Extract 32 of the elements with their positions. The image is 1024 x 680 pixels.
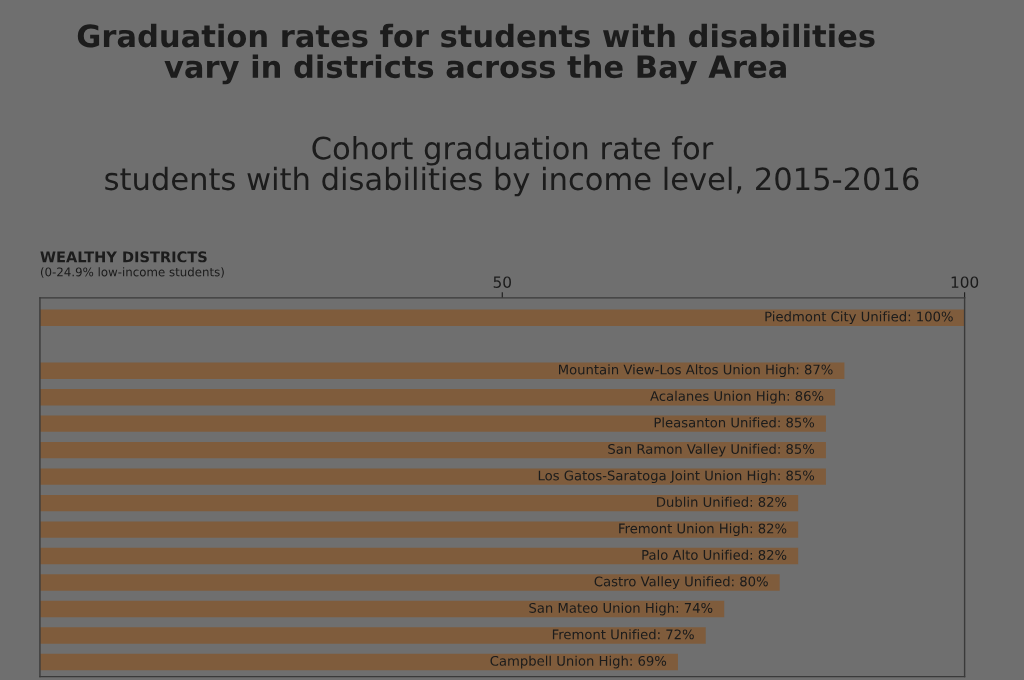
bar — [39, 627, 706, 644]
chart-subtitle: Cohort graduation rate for students with disabilities by income level, 2015-2016 — [105, 136, 919, 197]
data-label: Los Gatos-Saratoga Joint Union High: 85% — [538, 470, 815, 484]
data-label: Fremont Union High: 82% — [619, 523, 787, 536]
data-label: Palo Alto Unified: 82% — [642, 549, 787, 560]
x-tick-label: 100 — [951, 276, 979, 288]
chart-title: Graduation rates for students with disabilities vary in districts across the Bay Area — [77, 23, 875, 85]
data-label: Acalanes Union High: 86% — [650, 390, 824, 404]
data-label: Campbell Union High: 69% — [490, 655, 667, 669]
data-label: Castro Valley Unified: 80% — [594, 576, 768, 589]
bar — [39, 600, 725, 618]
bar — [39, 521, 799, 538]
data-label: Dublin Unified: 82% — [657, 496, 787, 507]
data-label: Fremont Unified: 72% — [552, 629, 694, 640]
text: (0-24.9% low-income students) — [40, 267, 224, 278]
bar — [39, 468, 826, 485]
data-label: Piedmont City Unified: 100% — [765, 311, 953, 325]
data-label: Mountain View-Los Altos Union High: 87% — [559, 364, 833, 378]
bar — [39, 653, 678, 671]
bar — [39, 362, 845, 379]
bar — [39, 309, 965, 326]
data-label: San Mateo Union High: 74% — [529, 602, 713, 616]
data-label: San Ramon Valley Unified: 85% — [608, 443, 815, 457]
bar — [39, 547, 799, 565]
x-tick-label: 50 — [493, 276, 511, 288]
bar — [39, 441, 826, 459]
bar — [39, 574, 780, 591]
data-label: Pleasanton Unified: 85% — [654, 417, 815, 428]
bar — [39, 494, 799, 512]
bar — [39, 415, 826, 432]
bar — [39, 388, 836, 406]
text: WEALTHY DISTRICTS — [40, 251, 207, 263]
